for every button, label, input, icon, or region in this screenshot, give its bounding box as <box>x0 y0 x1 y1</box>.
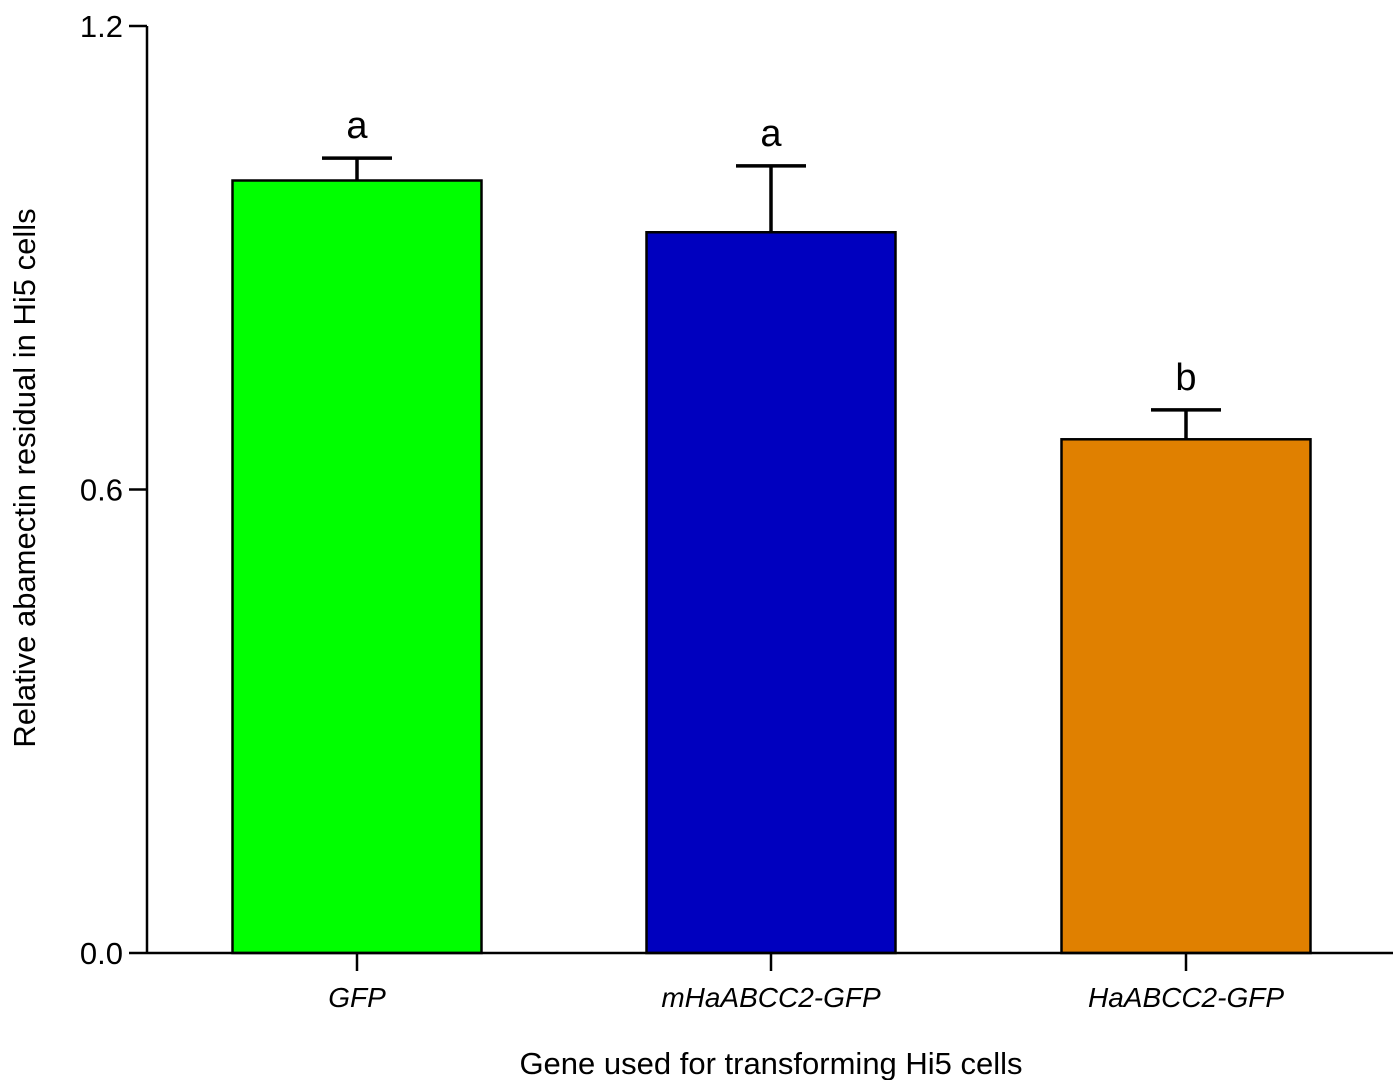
y-ticks: 0.0 0.6 1.2 <box>80 9 147 971</box>
y-tick-label: 0.6 <box>80 473 123 508</box>
x-tick-label: GFP <box>328 982 386 1013</box>
y-tick-label: 1.2 <box>80 9 123 44</box>
x-tick-label: HaABCC2-GFP <box>1088 982 1284 1013</box>
bar-haabcc2-gfp <box>1060 438 1312 955</box>
bars: a a b <box>231 105 1312 955</box>
significance-label: a <box>760 113 782 155</box>
x-axis-title: Gene used for transforming Hi5 cells <box>519 1046 1022 1080</box>
significance-label: a <box>346 105 368 147</box>
bar-gfp <box>231 179 483 955</box>
y-axis-title: Relative abamectin residual in Hi5 cells <box>7 208 42 747</box>
x-tick-label: mHaABCC2-GFP <box>661 982 881 1013</box>
y-tick-label: 0.0 <box>80 936 123 971</box>
bar-mhaabcc2-gfp <box>645 231 897 955</box>
significance-label: b <box>1175 357 1196 399</box>
x-ticks: GFP mHaABCC2-GFP HaABCC2-GFP <box>328 953 1284 1013</box>
